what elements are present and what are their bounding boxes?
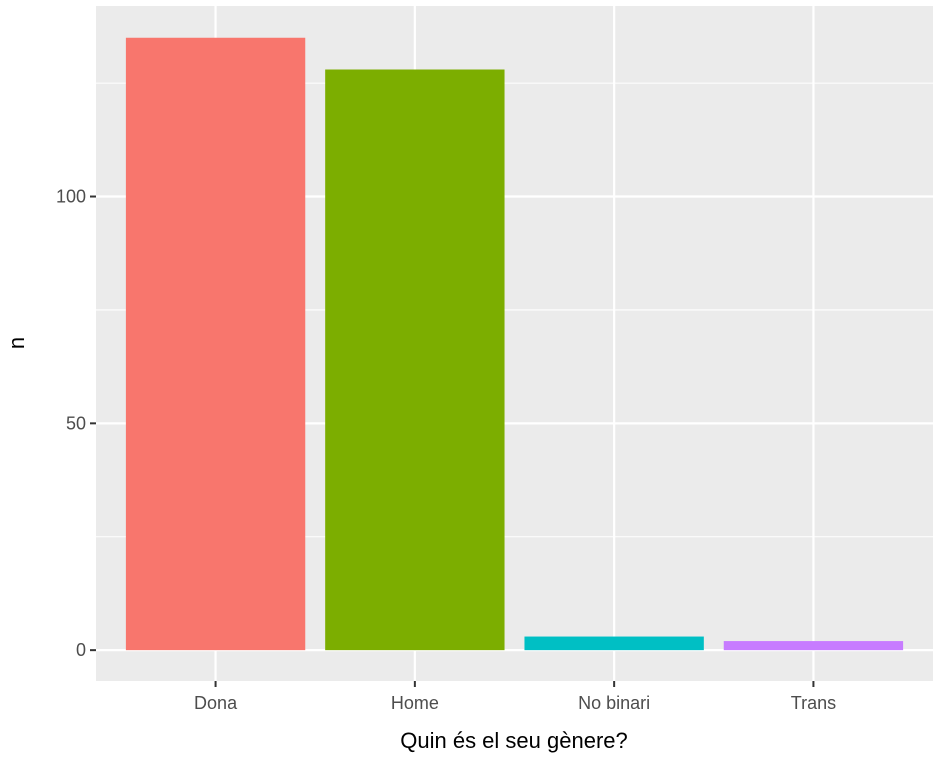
y-axis: 0 50 100	[56, 187, 96, 660]
x-axis: Dona Home No binari Trans	[194, 681, 836, 713]
y-tick-label: 50	[66, 413, 86, 433]
bar-no-binari	[524, 636, 704, 651]
bar-trans	[723, 641, 904, 651]
y-axis-title: n	[4, 337, 29, 349]
x-tick-label: Trans	[791, 693, 836, 713]
y-tick-label: 0	[76, 640, 86, 660]
bars	[125, 37, 904, 651]
bar-home	[325, 69, 505, 651]
y-tick-label: 100	[56, 187, 86, 207]
x-tick-label: Home	[391, 693, 439, 713]
x-axis-title: Quin és el seu gènere?	[400, 728, 628, 753]
x-tick-label: No binari	[578, 693, 650, 713]
x-tick-label: Dona	[194, 693, 238, 713]
bar-dona	[125, 37, 306, 651]
